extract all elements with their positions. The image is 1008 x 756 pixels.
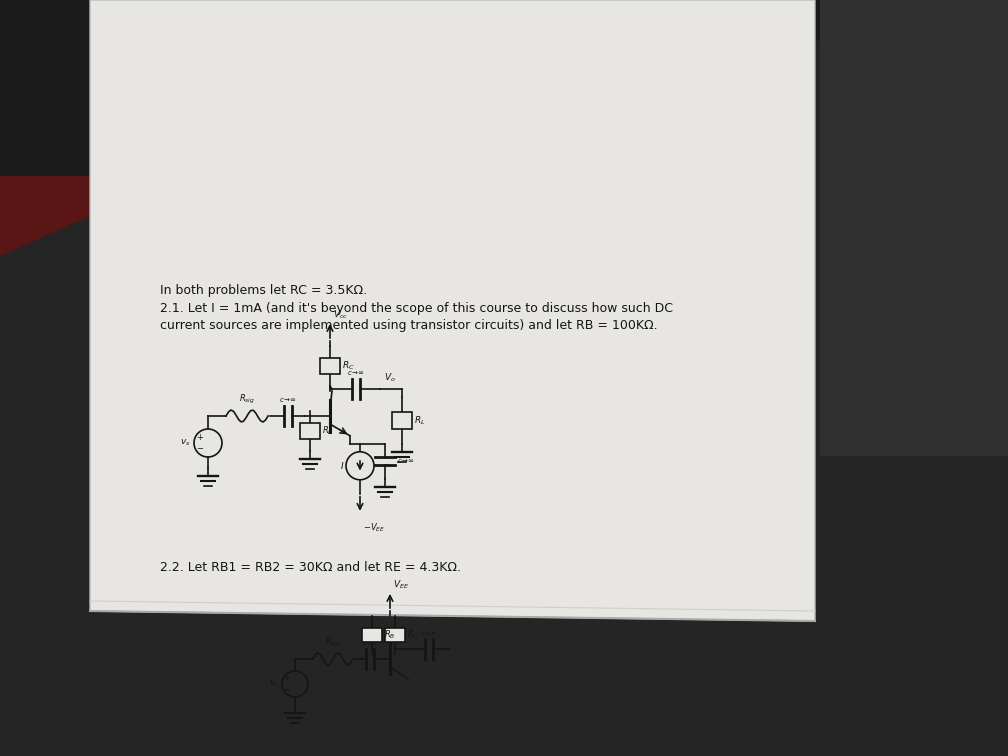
Bar [300,423,320,438]
Bar [320,358,340,373]
Text: In both problems let RC = 3.5KΩ.: In both problems let RC = 3.5KΩ. [160,284,367,297]
Text: $v_s$: $v_s$ [269,679,279,689]
Text: $I$: $I$ [340,460,344,471]
Text: −: − [283,685,290,694]
Text: 2.2. Let RB1 = RB2 = 30KΩ and let RE = 4.3KΩ.: 2.2. Let RB1 = RB2 = 30KΩ and let RE = 4… [160,561,461,574]
Text: $V_{EE}$: $V_{EE}$ [393,578,409,591]
Bar [362,627,382,642]
Text: +: + [283,674,290,683]
Polygon shape [90,0,815,621]
Text: −: − [197,444,204,453]
Text: $R_{sig}$: $R_{sig}$ [325,636,341,649]
Text: $R_{sig}$: $R_{sig}$ [239,393,255,406]
Text: $V_o$: $V_o$ [384,372,396,385]
Text: $v_s$: $v_s$ [180,438,191,448]
Text: $c\!\rightarrow\!\infty$: $c\!\rightarrow\!\infty$ [397,457,414,465]
Text: $c\!\rightarrow\!\infty$: $c\!\rightarrow\!\infty$ [420,629,436,637]
Text: $c\!\rightarrow\!\infty$: $c\!\rightarrow\!\infty$ [279,396,296,404]
Text: +: + [197,433,204,442]
Text: $R_L$: $R_L$ [414,414,425,426]
Text: 2.1. Let I = 1mA (and it's beyond the scope of this course to discuss how such D: 2.1. Let I = 1mA (and it's beyond the sc… [160,302,673,315]
Text: $R_B$: $R_B$ [322,425,334,437]
Text: $c\!\rightarrow\!\infty$: $c\!\rightarrow\!\infty$ [348,369,365,377]
Bar [392,411,412,429]
Text: $c\!\rightarrow\!\infty$: $c\!\rightarrow\!\infty$ [362,639,378,647]
Text: $R_C$: $R_C$ [342,360,355,372]
Polygon shape [0,0,200,256]
Text: $R_C$: $R_C$ [407,629,419,641]
Polygon shape [820,0,1008,456]
Text: $R_B$: $R_B$ [384,629,395,641]
Polygon shape [0,0,1008,176]
Text: $V_{cc}$: $V_{cc}$ [333,308,348,321]
Bar [385,627,405,642]
Text: $-V_{EE}$: $-V_{EE}$ [363,522,385,534]
Text: current sources are implemented using transistor circuits) and let RB = 100KΩ.: current sources are implemented using tr… [160,319,657,332]
